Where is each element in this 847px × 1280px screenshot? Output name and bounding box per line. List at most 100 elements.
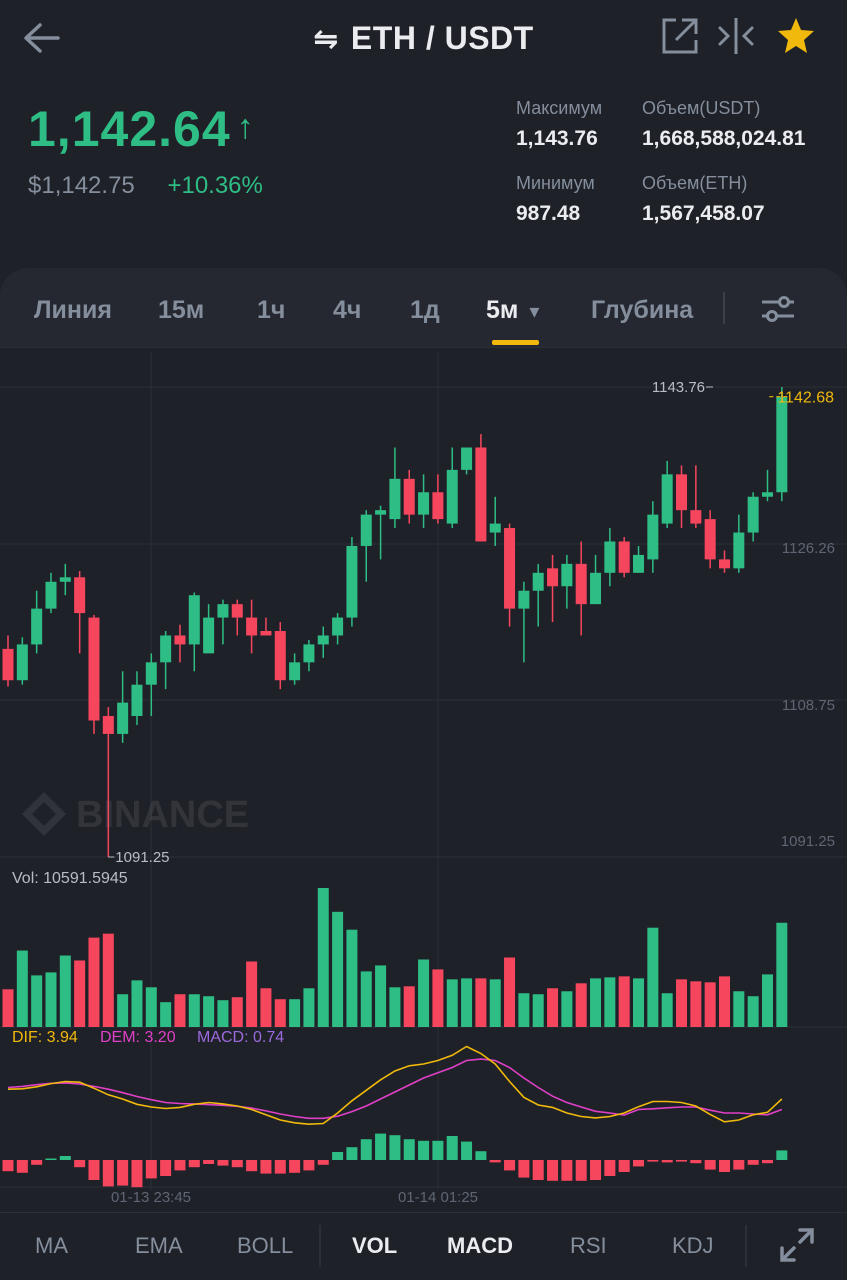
volume-bar — [203, 996, 215, 1027]
indicator-vol[interactable]: VOL — [352, 1233, 398, 1258]
tab-4h[interactable]: 4ч — [333, 296, 362, 324]
macd-histogram-bar — [274, 1160, 286, 1174]
candle-body — [88, 617, 100, 721]
volume-bar — [532, 994, 544, 1027]
min-price-label: 1091.25 — [115, 849, 169, 866]
price-axis-label: 1108.75 — [782, 697, 835, 714]
macd-value-label: MACD: 0.74 — [197, 1029, 284, 1046]
tab-divider — [723, 292, 725, 324]
volume-bar — [332, 911, 344, 1027]
candle-body — [31, 608, 43, 645]
candle-body — [260, 630, 272, 636]
macd-histogram-bar — [532, 1160, 544, 1180]
candle-body — [74, 577, 86, 614]
indicator-boll[interactable]: BOLL — [237, 1233, 294, 1258]
macd-histogram-bar — [260, 1160, 272, 1174]
candle-body — [346, 545, 358, 618]
macd-histogram-bar — [475, 1151, 487, 1160]
candle-body — [160, 635, 172, 663]
volume-bar — [618, 976, 630, 1027]
volume-bar — [131, 980, 143, 1027]
macd-histogram-bar — [16, 1160, 28, 1173]
indicator-macd[interactable]: MACD — [447, 1233, 513, 1258]
fullscreen-expand-icon[interactable] — [778, 1226, 816, 1264]
star-icon[interactable] — [776, 16, 816, 56]
macd-histogram-bar — [203, 1160, 215, 1164]
max-price-label: 1143.76 — [652, 379, 705, 396]
macd-histogram-bar — [160, 1160, 172, 1176]
volume-bar — [260, 988, 272, 1027]
macd-histogram-bar — [446, 1136, 458, 1160]
volume-eth-label: Объем(ETH) — [642, 173, 748, 193]
split-compare-icon[interactable] — [716, 16, 756, 56]
back-arrow-icon[interactable] — [20, 18, 64, 58]
candle-body — [604, 541, 616, 573]
candle-body — [489, 523, 501, 533]
candle-body — [203, 617, 215, 654]
macd-histogram-bar — [618, 1160, 630, 1172]
candle-body — [317, 635, 329, 645]
macd-histogram-bar — [102, 1160, 114, 1187]
tab-15m[interactable]: 15м — [158, 296, 205, 324]
macd-histogram-bar — [504, 1160, 516, 1171]
indicator-divider — [319, 1225, 321, 1267]
candle-body — [575, 563, 587, 605]
candle-body — [633, 554, 645, 573]
chart-settings-icon[interactable] — [758, 292, 798, 326]
candle-body — [504, 528, 516, 609]
macd-dif-label: DIF: 3.94 — [12, 1029, 78, 1046]
indicator-divider-2 — [745, 1225, 747, 1267]
pair-name: ETH / USDT — [350, 20, 534, 56]
price-block: 1,142.64 ↑ $1,142.75 +10.36% — [28, 100, 263, 200]
macd-histogram-bar — [604, 1160, 616, 1176]
macd-histogram-bar — [704, 1160, 716, 1170]
watermark-text: BINANCE — [76, 794, 249, 836]
volume-bar — [45, 972, 57, 1027]
price-change: +10.36% — [167, 172, 263, 199]
macd-histogram-bar — [489, 1160, 501, 1163]
candle-body — [461, 447, 473, 470]
high-value: 1,143.76 — [516, 127, 598, 150]
candle-body — [618, 541, 630, 573]
tab-1h[interactable]: 1ч — [257, 296, 286, 324]
tab-5m[interactable]: 5м ▾ — [486, 296, 539, 325]
indicator-ema[interactable]: EMA — [135, 1233, 183, 1258]
macd-dif-line — [7, 1045, 783, 1126]
macd-histogram-bar — [145, 1160, 157, 1179]
last-price-value: 1,142.64 — [28, 101, 231, 157]
price-chart[interactable]: BINANCE 1126.26 1108.75 1091.25 1143.76 1091.… — [0, 348, 847, 1210]
macd-histogram-bar — [117, 1160, 129, 1186]
indicator-rsi[interactable]: RSI — [570, 1233, 607, 1258]
macd-histogram-bar — [418, 1140, 430, 1160]
tab-depth[interactable]: Глубина — [591, 296, 694, 324]
volume-bar — [88, 937, 100, 1027]
volume-bar — [174, 994, 186, 1027]
tab-line[interactable]: Линия — [34, 296, 112, 324]
price-axis-label: 1126.26 — [782, 540, 835, 557]
volume-bar — [761, 974, 773, 1027]
volume-bar — [661, 993, 673, 1027]
macd-histogram-bar — [461, 1141, 473, 1160]
tab-1d[interactable]: 1д — [410, 296, 440, 324]
candle-body — [661, 474, 673, 524]
pair-title[interactable]: ⇋ ETH / USDT — [0, 20, 847, 57]
volume-bar — [375, 965, 387, 1027]
swap-icon: ⇋ — [313, 23, 339, 56]
time-axis-label: 01-14 01:25 — [398, 1189, 478, 1206]
volume-bar — [16, 950, 28, 1027]
macd-dem-label: DEM: 3.20 — [100, 1029, 176, 1046]
candle-body — [647, 514, 659, 560]
volume-bar — [59, 955, 71, 1027]
candle-body — [403, 478, 415, 515]
indicator-kdj[interactable]: KDJ — [672, 1233, 714, 1258]
candle-body — [303, 644, 315, 663]
indicator-ma[interactable]: MA — [35, 1233, 68, 1258]
macd-histogram-bar — [719, 1160, 730, 1172]
candle-body — [704, 519, 716, 560]
candle-body — [59, 577, 71, 582]
volume-bar — [604, 977, 616, 1027]
volume-bar — [475, 978, 487, 1027]
external-link-icon[interactable] — [660, 16, 700, 56]
candle-body — [733, 532, 745, 569]
volume-bar — [747, 996, 759, 1027]
